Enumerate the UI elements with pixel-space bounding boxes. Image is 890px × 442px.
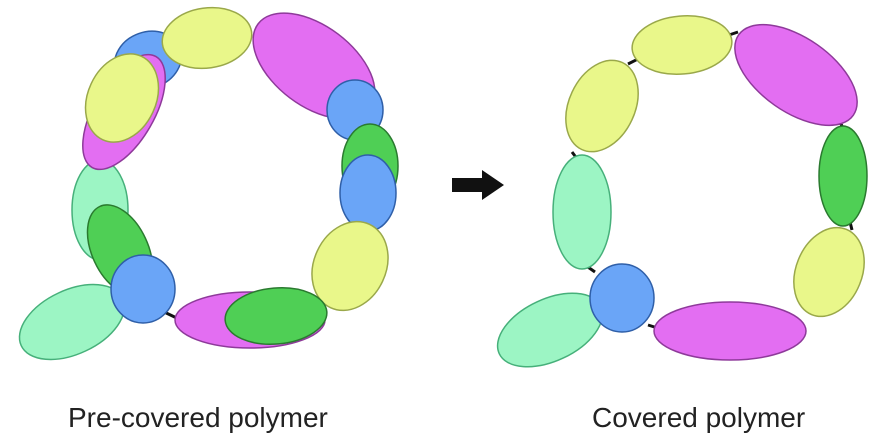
monomer-yellow — [793, 226, 865, 318]
pre-covered-polymer — [18, 6, 399, 361]
monomer-blue — [339, 154, 397, 232]
monomer-yellow — [84, 53, 160, 143]
monomer-yellow — [565, 59, 639, 153]
caption-pre-covered: Pre-covered polymer — [68, 402, 328, 433]
monomer-green — [224, 287, 328, 345]
monomer-yellow — [161, 6, 253, 70]
monomer-blue — [110, 254, 176, 324]
monomer-mint — [552, 154, 612, 270]
monomer-magenta — [734, 23, 858, 127]
monomer-yellow — [631, 15, 733, 75]
monomer-yellow — [311, 220, 389, 312]
monomer-green — [818, 125, 868, 227]
covered-polymer — [496, 15, 868, 368]
monomer-blue — [589, 263, 655, 333]
caption-covered: Covered polymer — [592, 402, 806, 433]
right-arrow-icon — [452, 170, 504, 200]
monomer-magenta — [653, 301, 807, 361]
